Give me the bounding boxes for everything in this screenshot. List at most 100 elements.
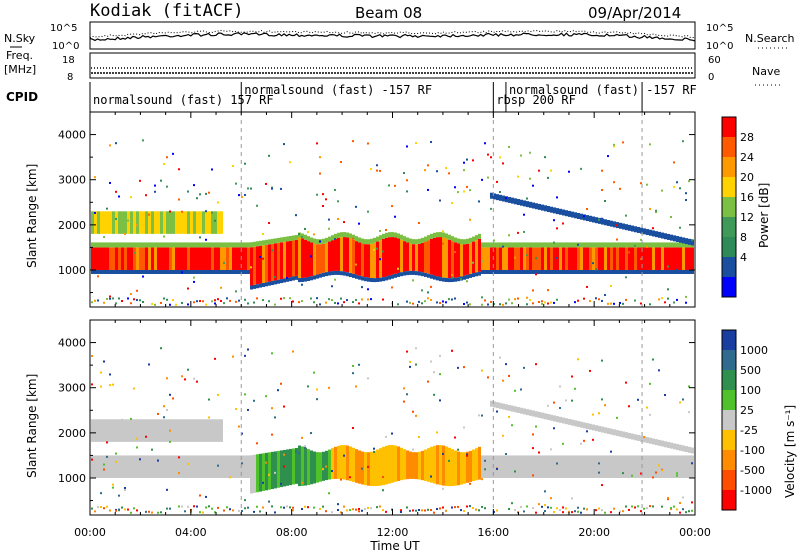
heatmap-cell bbox=[610, 242, 613, 248]
heatmap-cell bbox=[625, 432, 628, 439]
heatmap-cell bbox=[484, 142, 486, 145]
heatmap-cell bbox=[490, 269, 493, 274]
heatmap-cell bbox=[100, 242, 103, 248]
heatmap-cell bbox=[634, 247, 637, 270]
heatmap-cell bbox=[682, 508, 684, 511]
heatmap-cell bbox=[538, 247, 541, 270]
heatmap-cell bbox=[202, 300, 204, 303]
heatmap-cell bbox=[517, 247, 520, 270]
heatmap-cell bbox=[469, 303, 471, 306]
heatmap-cell bbox=[646, 245, 648, 248]
heatmap-cell bbox=[655, 211, 657, 214]
heatmap-cell bbox=[592, 262, 594, 265]
heatmap-cell bbox=[478, 509, 480, 512]
heatmap-cell bbox=[127, 219, 129, 222]
heatmap-cell bbox=[199, 300, 201, 303]
heatmap-cell bbox=[163, 416, 165, 419]
heatmap-cell bbox=[487, 242, 490, 248]
heatmap-cell bbox=[601, 509, 603, 512]
heatmap-cell bbox=[244, 162, 246, 165]
heatmap-cell bbox=[205, 211, 208, 234]
heatmap-cell bbox=[670, 269, 673, 274]
heatmap-cell bbox=[328, 241, 331, 272]
noise-right-tick-top: 10^5 bbox=[706, 23, 733, 34]
heatmap-cell bbox=[208, 398, 210, 401]
colorbar-tick-label: 16 bbox=[740, 191, 754, 204]
heatmap-cell bbox=[190, 419, 193, 442]
heatmap-cell bbox=[592, 438, 594, 441]
heatmap-cell bbox=[115, 269, 118, 274]
heatmap-cell bbox=[298, 452, 300, 455]
heatmap-cell bbox=[382, 298, 384, 301]
heatmap-cell bbox=[433, 371, 435, 374]
heatmap-cell bbox=[532, 410, 535, 417]
heatmap-cell bbox=[562, 209, 565, 216]
heatmap-cell bbox=[199, 494, 201, 497]
heatmap-cell bbox=[313, 233, 315, 236]
heatmap-cell bbox=[538, 503, 540, 506]
heatmap-cell bbox=[145, 194, 147, 197]
heatmap-cell bbox=[211, 211, 213, 214]
heatmap-cell bbox=[166, 455, 169, 478]
heatmap-cell bbox=[274, 303, 276, 306]
heatmap-cell bbox=[661, 232, 664, 239]
heatmap-cell bbox=[142, 419, 145, 442]
heatmap-cell bbox=[643, 247, 646, 270]
heatmap-cell bbox=[319, 240, 321, 243]
heatmap-cell bbox=[178, 456, 180, 459]
heatmap-cell bbox=[196, 505, 198, 508]
heatmap-cell bbox=[268, 452, 271, 490]
heatmap-cell bbox=[535, 363, 537, 366]
heatmap-cell bbox=[454, 186, 456, 189]
heatmap-cell bbox=[343, 301, 345, 304]
heatmap-cell bbox=[325, 450, 328, 481]
heatmap-cell bbox=[100, 371, 102, 374]
heatmap-cell bbox=[487, 269, 490, 274]
heatmap-cell bbox=[535, 203, 538, 210]
heatmap-cell bbox=[658, 369, 660, 372]
heatmap-cell bbox=[580, 242, 583, 248]
heatmap-cell bbox=[613, 455, 616, 478]
heatmap-cell bbox=[592, 216, 595, 223]
heatmap-cell bbox=[502, 242, 505, 248]
heatmap-cell bbox=[238, 242, 241, 248]
heatmap-cell bbox=[508, 269, 511, 274]
heatmap-cell bbox=[124, 419, 127, 442]
heatmap-cell bbox=[424, 241, 427, 273]
heatmap-cell bbox=[508, 374, 510, 377]
heatmap-cell bbox=[640, 238, 642, 241]
heatmap-cell bbox=[328, 271, 331, 276]
heatmap-cell bbox=[655, 455, 658, 478]
heatmap-cell bbox=[214, 219, 216, 222]
heatmap-cell bbox=[532, 455, 535, 478]
heatmap-cell bbox=[133, 211, 136, 234]
heatmap-cell bbox=[670, 247, 673, 270]
heatmap-cell bbox=[337, 200, 339, 203]
heatmap-cell bbox=[466, 185, 468, 188]
heatmap-cell bbox=[391, 432, 393, 435]
heatmap-cell bbox=[109, 144, 111, 147]
heatmap-cell bbox=[223, 455, 226, 478]
heatmap-cell bbox=[292, 240, 295, 277]
heatmap-cell bbox=[670, 507, 672, 510]
heatmap-cell bbox=[97, 247, 100, 270]
heatmap-cell bbox=[331, 285, 333, 288]
heatmap-cell bbox=[274, 511, 276, 514]
heatmap-cell bbox=[103, 211, 106, 234]
heatmap-cell bbox=[673, 242, 676, 248]
heatmap-cell bbox=[214, 211, 217, 234]
heatmap-cell bbox=[607, 427, 610, 434]
heatmap-cell bbox=[457, 366, 459, 369]
heatmap-cell bbox=[370, 451, 373, 487]
heatmap-cell bbox=[451, 506, 453, 509]
heatmap-cell bbox=[610, 428, 613, 435]
heatmap-cell bbox=[523, 247, 526, 270]
heatmap-cell bbox=[382, 233, 385, 239]
heatmap-cell bbox=[619, 222, 622, 229]
heatmap-cell bbox=[271, 352, 273, 355]
heatmap-cell bbox=[109, 384, 111, 387]
heatmap-cell bbox=[676, 472, 678, 475]
heatmap-cell bbox=[670, 442, 673, 449]
heatmap-cell bbox=[277, 242, 280, 280]
heatmap-cell bbox=[652, 247, 655, 270]
